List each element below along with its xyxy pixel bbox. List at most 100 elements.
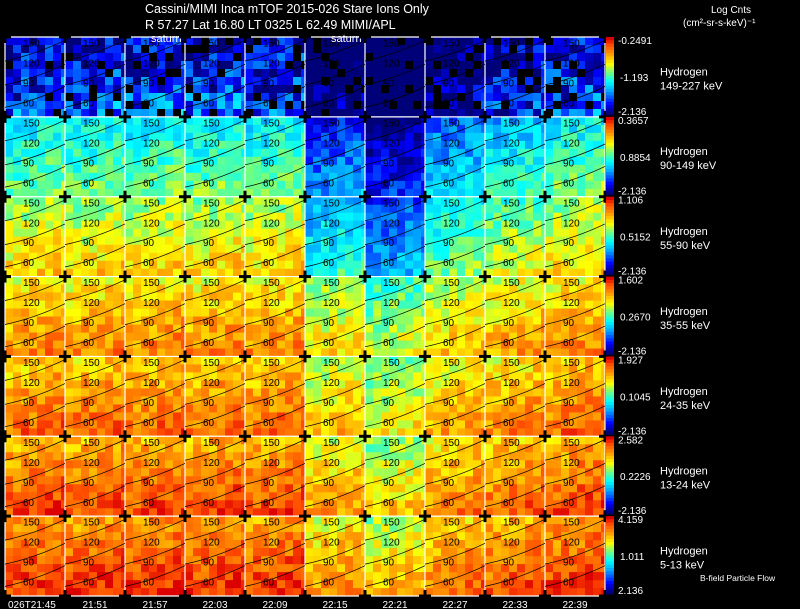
crosshair	[183, 510, 187, 523]
pitch-contour	[484, 303, 546, 325]
colorbar-step	[606, 315, 614, 320]
pitch-angle-label: 60	[263, 578, 275, 589]
pitch-contour	[304, 565, 366, 587]
time-tick-label: 21:57	[142, 600, 167, 609]
pitch-contour	[364, 166, 426, 188]
pitch-contour	[124, 463, 186, 485]
colorbar-step	[606, 411, 614, 416]
pitch-angle-label: 60	[83, 338, 95, 349]
pitch-angle-label: 90	[563, 318, 575, 329]
pitch-angle-label: 120	[83, 458, 100, 469]
pitch-contour	[244, 565, 306, 587]
pitch-contour	[544, 245, 606, 268]
colorbar-step	[606, 405, 614, 409]
colorbar-step	[606, 255, 614, 259]
pitch-angle-label: 90	[263, 318, 275, 329]
pitch-angle-label: 150	[23, 278, 40, 289]
pitch-contour	[124, 119, 186, 142]
pitch-angle-label: 60	[23, 258, 35, 269]
pitch-angle-label: 150	[383, 278, 400, 289]
pitch-contour	[484, 223, 546, 245]
colorbar-step	[606, 238, 614, 243]
colorbar-step	[606, 418, 614, 422]
colorbar-step	[606, 449, 614, 454]
pitch-angle-label: 60	[443, 418, 455, 429]
crosshair	[243, 190, 247, 203]
pitch-angle-label: 120	[443, 298, 460, 309]
pitch-contour	[4, 245, 66, 268]
pitch-angle-label: 90	[383, 478, 395, 489]
colorbar-step	[606, 85, 614, 90]
pitch-angle-label: 150	[203, 198, 220, 209]
pitch-contour	[244, 279, 306, 301]
pitch-angle-label: 150	[383, 118, 400, 129]
colorbar-step	[606, 168, 614, 173]
pitch-angle-label: 120	[203, 138, 220, 149]
pitch-contour	[424, 143, 486, 166]
pitch-angle-label: 120	[383, 378, 400, 389]
pitch-contour	[304, 439, 366, 461]
pitch-angle-label: 120	[383, 538, 400, 549]
pitch-angle-label: 120	[143, 378, 160, 389]
pitch-contour	[544, 39, 606, 62]
pitch-contour	[484, 245, 546, 268]
pitch-angle-label: 60	[383, 98, 395, 109]
crosshair	[363, 510, 367, 523]
crosshair	[3, 510, 7, 523]
colorbar-step	[606, 264, 614, 269]
colorbar-step	[606, 538, 614, 543]
pitch-angle-label: 120	[263, 378, 280, 389]
crosshair	[63, 590, 67, 602]
colorbar-step	[606, 123, 614, 128]
colorbar-step	[606, 568, 614, 572]
colorbar-step	[606, 388, 614, 393]
pitch-angle-label: 120	[23, 218, 40, 229]
pitch-angle-label: 150	[83, 118, 100, 129]
species-label: Hydrogen	[660, 66, 708, 78]
colorbar-step	[606, 519, 614, 524]
pitch-contour	[4, 143, 66, 166]
pitch-contour	[304, 86, 366, 108]
pitch-angle-label: 120	[443, 458, 460, 469]
pitch-contour	[184, 565, 246, 587]
pitch-angle-label: 90	[503, 79, 515, 90]
pitch-angle-label: 60	[443, 178, 455, 189]
colorbar-mid-label: 1.011	[620, 552, 645, 563]
pitch-contour	[364, 223, 426, 245]
pitch-contour	[424, 63, 486, 86]
pitch-contour	[124, 359, 186, 381]
pitch-angle-label: 90	[83, 558, 95, 569]
crosshair	[183, 31, 187, 43]
colorbar-step	[606, 452, 614, 457]
crosshair	[543, 430, 547, 443]
colorbar-step	[606, 209, 614, 214]
colorbar-min-label: -2.136	[618, 187, 647, 198]
pitch-contour	[424, 383, 486, 405]
pitch-contour	[64, 86, 126, 108]
pitch-angle-label: 90	[263, 238, 275, 249]
colorbar-step	[606, 129, 614, 134]
pitch-contour	[184, 245, 246, 268]
colorbar-step	[606, 53, 614, 57]
pitch-contour	[184, 463, 246, 485]
pitch-angle-label: 60	[143, 418, 155, 429]
crosshair	[243, 590, 247, 602]
pitch-angle-label: 150	[563, 118, 580, 129]
pitch-contour	[304, 39, 366, 62]
pitch-angle-label: 150	[23, 198, 40, 209]
colorbar-step	[606, 175, 614, 179]
colorbar-step	[606, 191, 614, 196]
pitch-contour	[244, 518, 306, 541]
pitch-angle-label: 60	[263, 418, 275, 429]
pitch-angle-label: 90	[83, 158, 95, 169]
saturn-label: saturn	[151, 33, 182, 45]
pitch-angle-label: 60	[323, 498, 335, 509]
pitch-angle-label: 90	[443, 238, 455, 249]
crosshair	[123, 270, 127, 283]
pitch-contour	[64, 166, 126, 188]
pitch-contour	[64, 565, 126, 587]
pitch-contour	[124, 565, 186, 587]
pitch-angle-label: 150	[323, 198, 340, 209]
pitch-contour	[544, 383, 606, 405]
pitch-angle-label: 90	[563, 398, 575, 409]
